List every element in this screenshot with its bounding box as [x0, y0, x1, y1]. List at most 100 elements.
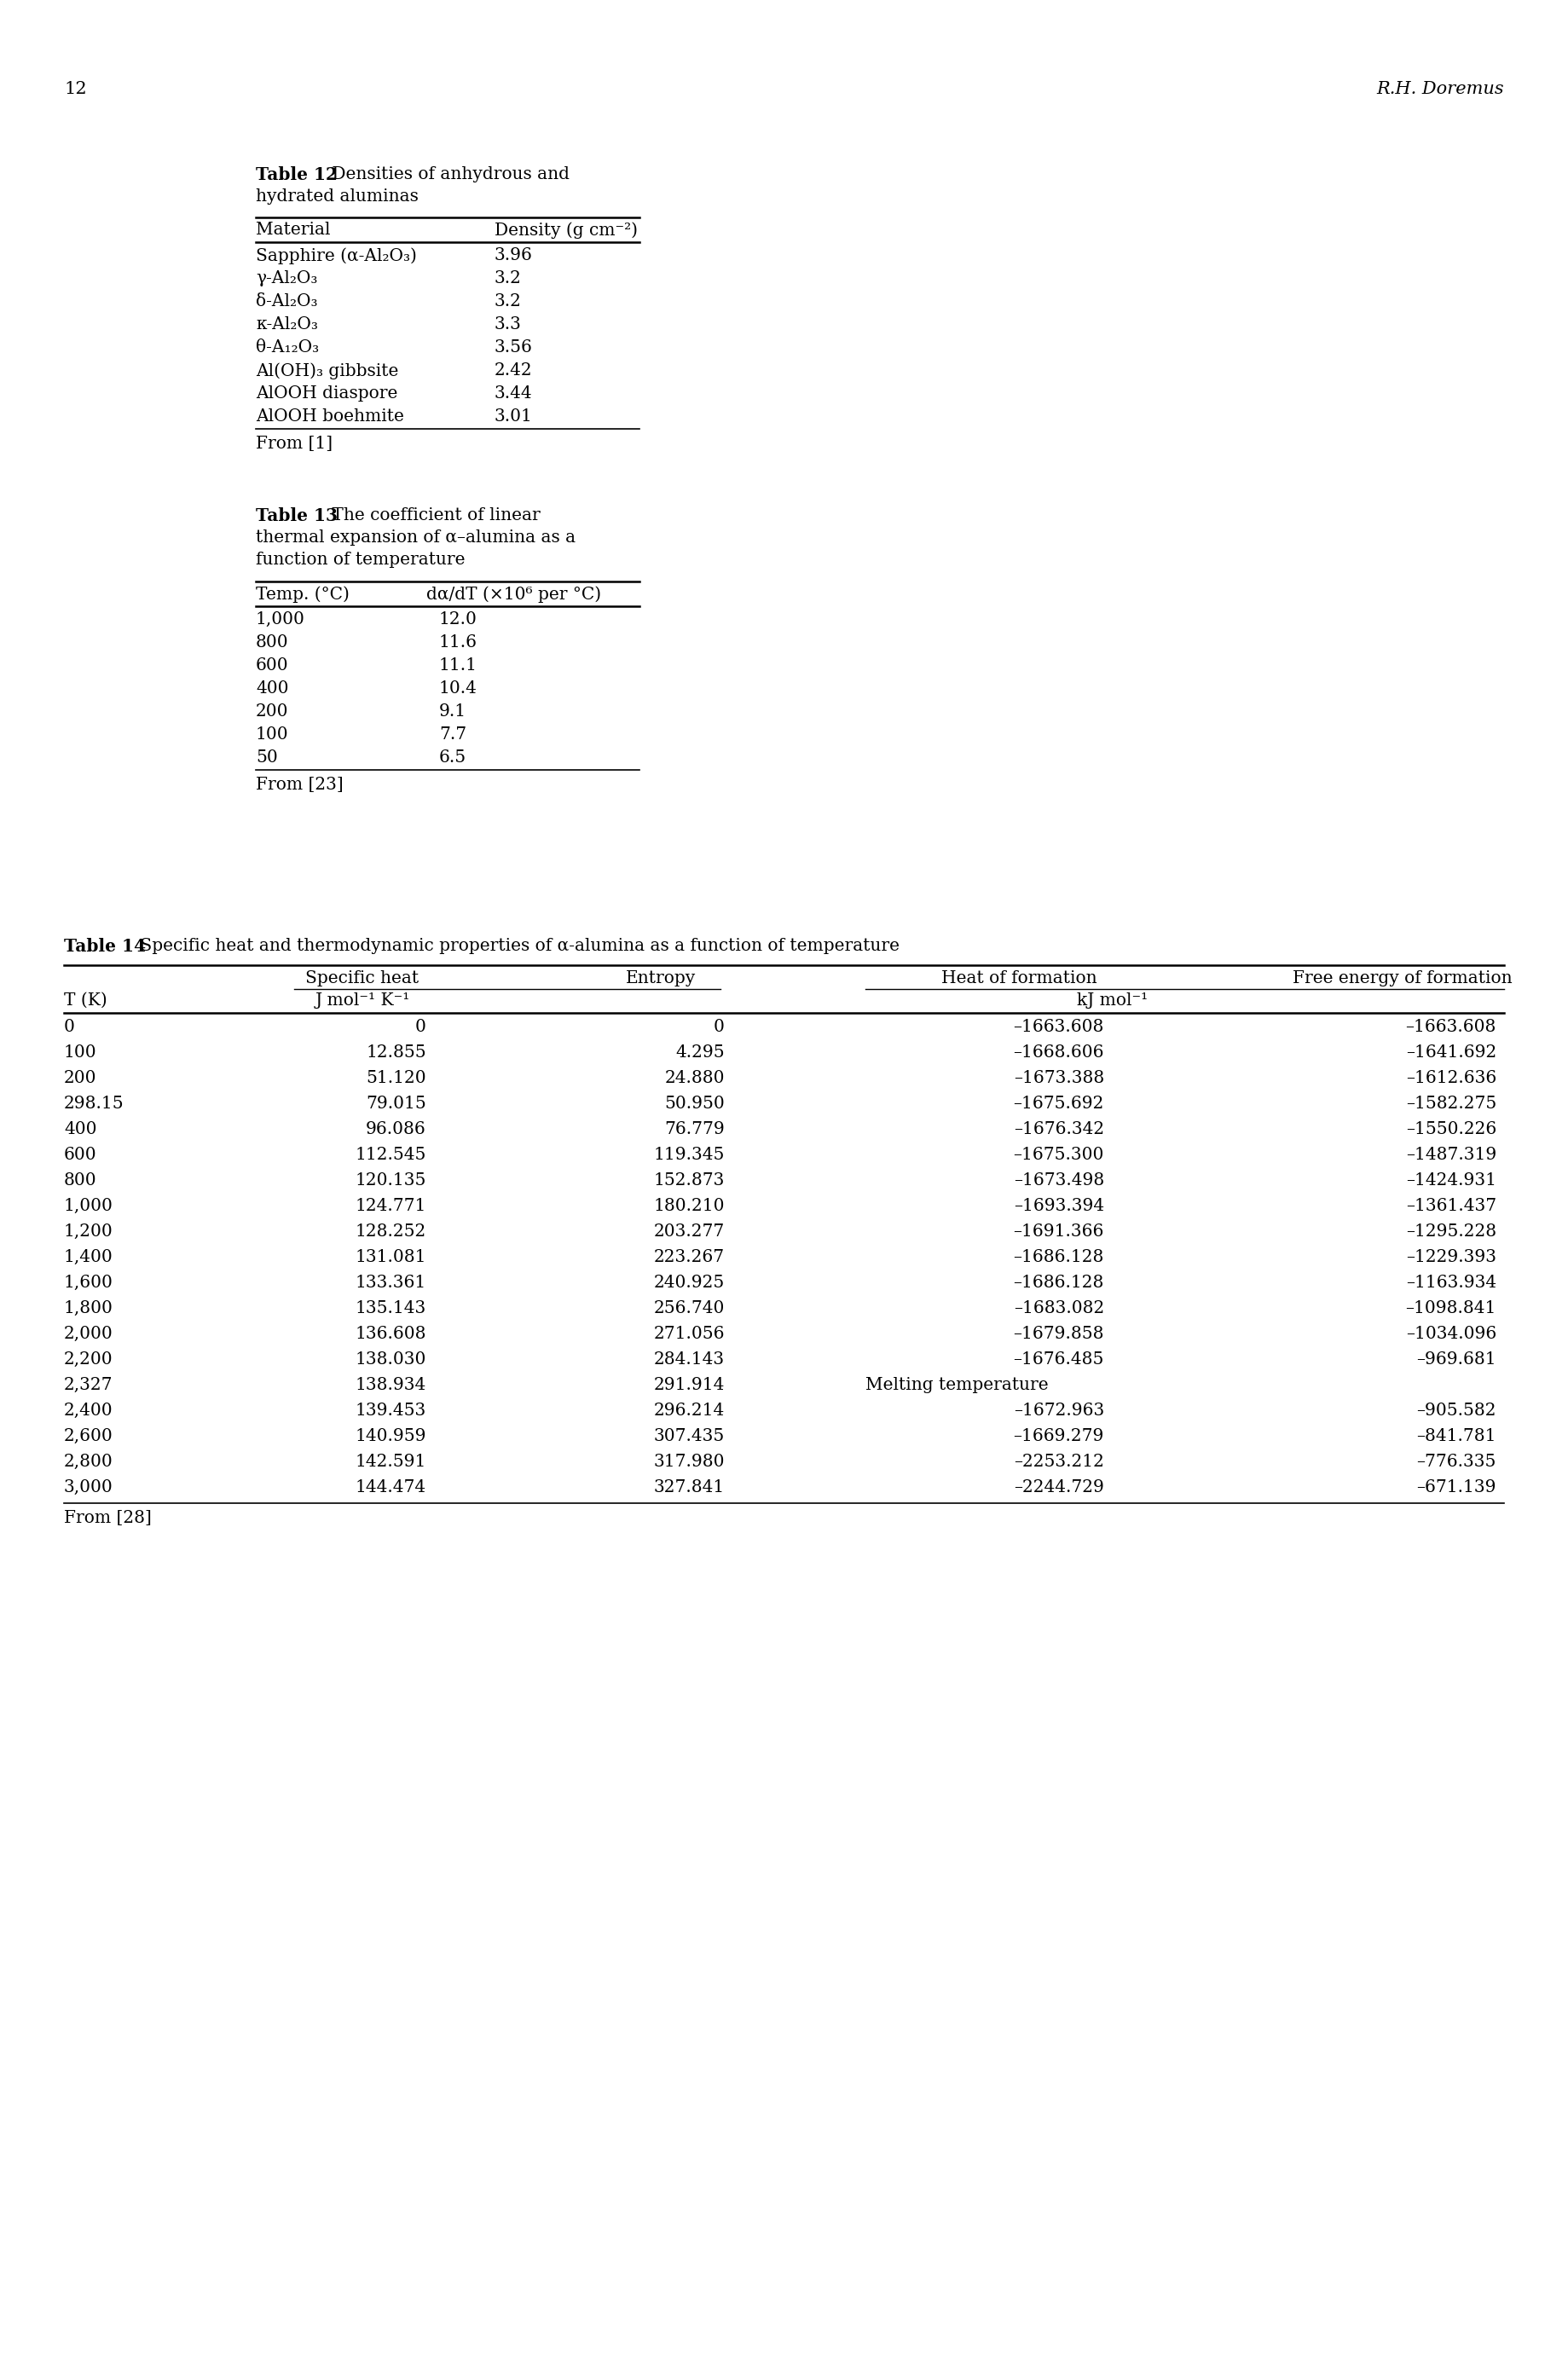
Text: 11.1: 11.1 — [439, 658, 478, 674]
Text: 138.934: 138.934 — [356, 1377, 426, 1394]
Text: θ-A₁₂O₃: θ-A₁₂O₃ — [256, 338, 318, 355]
Text: From [23]: From [23] — [256, 776, 343, 793]
Text: 24.880: 24.880 — [665, 1069, 724, 1086]
Text: 120.135: 120.135 — [356, 1171, 426, 1188]
Text: Free energy of formation: Free energy of formation — [1292, 970, 1513, 987]
Text: 139.453: 139.453 — [356, 1403, 426, 1420]
Text: 800: 800 — [64, 1171, 97, 1188]
Text: Table 13: Table 13 — [256, 506, 337, 525]
Text: Sapphire (α-Al₂O₃): Sapphire (α-Al₂O₃) — [256, 248, 417, 265]
Text: 9.1: 9.1 — [439, 703, 467, 719]
Text: 600: 600 — [64, 1148, 97, 1164]
Text: function of temperature: function of temperature — [256, 551, 466, 568]
Text: –969.681: –969.681 — [1416, 1351, 1496, 1368]
Text: 1,000: 1,000 — [64, 1197, 113, 1214]
Text: 3.2: 3.2 — [494, 293, 522, 310]
Text: 291.914: 291.914 — [654, 1377, 724, 1394]
Text: 76.779: 76.779 — [665, 1121, 724, 1138]
Text: 2,400: 2,400 — [64, 1403, 113, 1420]
Text: –1663.608: –1663.608 — [1405, 1020, 1496, 1034]
Text: 2,800: 2,800 — [64, 1453, 113, 1469]
Text: –1676.485: –1676.485 — [1013, 1351, 1104, 1368]
Text: 100: 100 — [64, 1043, 97, 1060]
Text: –1673.388: –1673.388 — [1013, 1069, 1104, 1086]
Text: 2,000: 2,000 — [64, 1325, 113, 1342]
Text: 2.42: 2.42 — [494, 362, 533, 379]
Text: J mol⁻¹ K⁻¹: J mol⁻¹ K⁻¹ — [315, 991, 409, 1008]
Text: 200: 200 — [64, 1069, 97, 1086]
Text: 79.015: 79.015 — [365, 1095, 426, 1112]
Text: 12: 12 — [64, 80, 86, 97]
Text: dα/dT (×10⁶ per °C): dα/dT (×10⁶ per °C) — [426, 587, 601, 603]
Text: 11.6: 11.6 — [439, 634, 478, 651]
Text: 12.855: 12.855 — [365, 1043, 426, 1060]
Text: 96.086: 96.086 — [365, 1121, 426, 1138]
Text: 180.210: 180.210 — [654, 1197, 724, 1214]
Text: Entropy: Entropy — [626, 970, 696, 987]
Text: Density (g cm⁻²): Density (g cm⁻²) — [494, 222, 638, 239]
Text: 144.474: 144.474 — [356, 1479, 426, 1495]
Text: 307.435: 307.435 — [654, 1429, 724, 1443]
Text: –1295.228: –1295.228 — [1406, 1223, 1496, 1240]
Text: –1550.226: –1550.226 — [1406, 1121, 1496, 1138]
Text: –1675.692: –1675.692 — [1013, 1095, 1104, 1112]
Text: Melting temperature: Melting temperature — [866, 1377, 1049, 1394]
Text: –905.582: –905.582 — [1416, 1403, 1496, 1420]
Text: –1686.128: –1686.128 — [1013, 1275, 1104, 1292]
Text: –1673.498: –1673.498 — [1013, 1171, 1104, 1188]
Text: 0: 0 — [416, 1020, 426, 1034]
Text: 131.081: 131.081 — [354, 1249, 426, 1266]
Text: 3.01: 3.01 — [494, 409, 533, 424]
Text: 800: 800 — [256, 634, 289, 651]
Text: 400: 400 — [256, 681, 289, 696]
Text: –1669.279: –1669.279 — [1013, 1429, 1104, 1443]
Text: 400: 400 — [64, 1121, 97, 1138]
Text: Table 14: Table 14 — [64, 937, 146, 956]
Text: –1663.608: –1663.608 — [1013, 1020, 1104, 1034]
Text: AlOOH boehmite: AlOOH boehmite — [256, 409, 405, 424]
Text: The coefficient of linear: The coefficient of linear — [326, 506, 541, 523]
Text: 256.740: 256.740 — [654, 1301, 724, 1315]
Text: –1691.366: –1691.366 — [1013, 1223, 1104, 1240]
Text: From [28]: From [28] — [64, 1510, 152, 1526]
Text: 200: 200 — [256, 703, 289, 719]
Text: 3.2: 3.2 — [494, 270, 522, 286]
Text: –671.139: –671.139 — [1416, 1479, 1496, 1495]
Text: 136.608: 136.608 — [354, 1325, 426, 1342]
Text: 271.056: 271.056 — [654, 1325, 724, 1342]
Text: thermal expansion of α–alumina as a: thermal expansion of α–alumina as a — [256, 530, 575, 547]
Text: Densities of anhydrous and: Densities of anhydrous and — [326, 166, 569, 182]
Text: –1424.931: –1424.931 — [1406, 1171, 1496, 1188]
Text: Al(OH)₃ gibbsite: Al(OH)₃ gibbsite — [256, 362, 398, 379]
Text: 3.3: 3.3 — [494, 317, 522, 334]
Text: 138.030: 138.030 — [356, 1351, 426, 1368]
Text: 133.361: 133.361 — [356, 1275, 426, 1292]
Text: 317.980: 317.980 — [654, 1453, 724, 1469]
Text: 6.5: 6.5 — [439, 750, 467, 767]
Text: 50.950: 50.950 — [665, 1095, 724, 1112]
Text: –1487.319: –1487.319 — [1406, 1148, 1496, 1164]
Text: 135.143: 135.143 — [356, 1301, 426, 1315]
Text: –1641.692: –1641.692 — [1406, 1043, 1496, 1060]
Text: 1,200: 1,200 — [64, 1223, 113, 1240]
Text: –1676.342: –1676.342 — [1013, 1121, 1104, 1138]
Text: 223.267: 223.267 — [654, 1249, 724, 1266]
Text: 1,800: 1,800 — [64, 1301, 113, 1315]
Text: –841.781: –841.781 — [1416, 1429, 1496, 1443]
Text: 1,600: 1,600 — [64, 1275, 113, 1292]
Text: 240.925: 240.925 — [654, 1275, 724, 1292]
Text: 284.143: 284.143 — [654, 1351, 724, 1368]
Text: –1683.082: –1683.082 — [1013, 1301, 1104, 1315]
Text: 327.841: 327.841 — [654, 1479, 724, 1495]
Text: 3.96: 3.96 — [494, 248, 533, 263]
Text: –1675.300: –1675.300 — [1013, 1148, 1104, 1164]
Text: 2,327: 2,327 — [64, 1377, 113, 1394]
Text: Material: Material — [256, 222, 331, 239]
Text: 298.15: 298.15 — [64, 1095, 124, 1112]
Text: 12.0: 12.0 — [439, 610, 477, 627]
Text: –1672.963: –1672.963 — [1013, 1403, 1104, 1420]
Text: –2244.729: –2244.729 — [1014, 1479, 1104, 1495]
Text: 203.277: 203.277 — [654, 1223, 724, 1240]
Text: 112.545: 112.545 — [356, 1148, 426, 1164]
Text: –1229.393: –1229.393 — [1406, 1249, 1496, 1266]
